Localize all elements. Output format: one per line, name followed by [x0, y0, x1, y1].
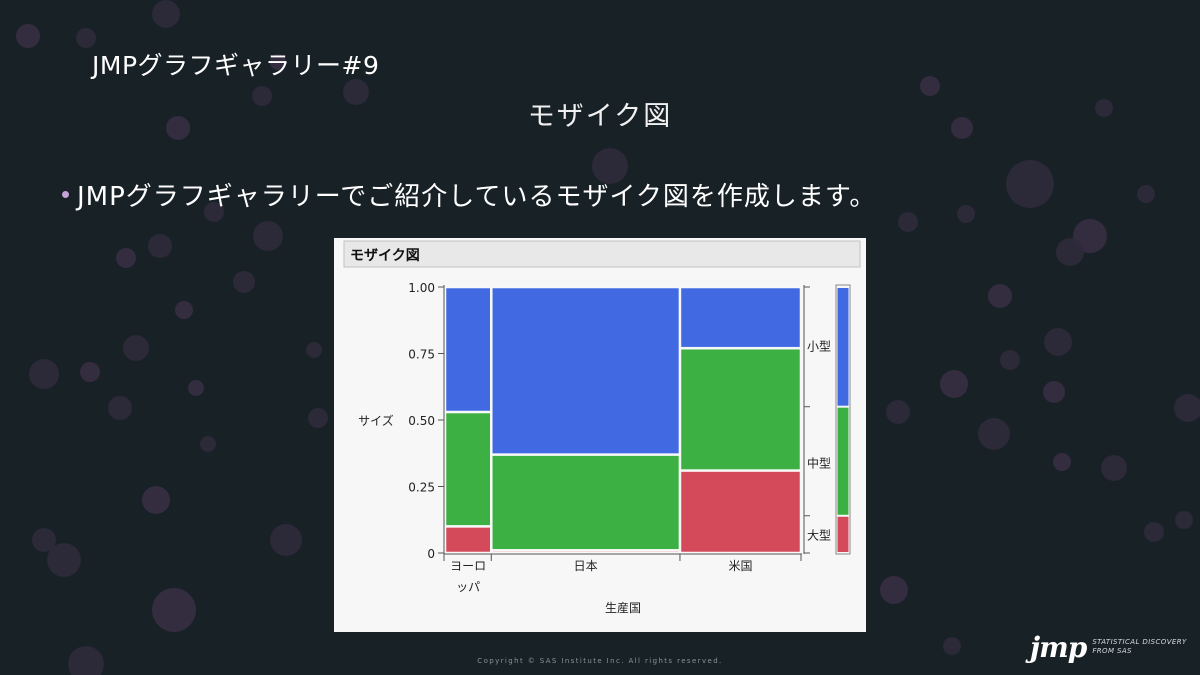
right-axis-label: 中型 [807, 456, 831, 471]
marginal-segment-小型 [837, 288, 849, 406]
bokeh-circle [1044, 328, 1072, 356]
bokeh-circle [200, 436, 216, 452]
x-tick-label: ッパ [456, 580, 480, 594]
slide-title: JMPグラフギャラリー#9 [92, 51, 380, 80]
logo-mark: jmp [1030, 630, 1087, 664]
bokeh-circle [343, 79, 369, 105]
bokeh-circle [957, 205, 975, 223]
x-tick-label: ヨーロ [450, 559, 486, 573]
bokeh-circle [1043, 381, 1065, 403]
bokeh-circle [1174, 394, 1200, 422]
chart-panel: モザイク図 0 0.25 0.50 0.75 1.00 サイズヨーロッパ 日本 米国生産国 小型中… [334, 238, 866, 632]
bokeh-circle [920, 76, 940, 96]
y-tick-label: 1.00 [408, 281, 435, 295]
bokeh-circle [951, 117, 973, 139]
bokeh-circle [16, 24, 40, 48]
bokeh-circle [1056, 238, 1084, 266]
logo-tagline: STATISTICAL DISCOVERY FROM SAS [1092, 638, 1186, 656]
bokeh-circle [880, 576, 908, 604]
bokeh-circle [1101, 455, 1127, 481]
bokeh-circle [32, 528, 56, 552]
y-tick-label: 0.25 [408, 481, 435, 495]
x-tick-label: 日本 [574, 559, 598, 573]
right-axis-label: 小型 [807, 340, 831, 354]
bullet-text: JMPグラフギャラリーでご紹介しているモザイク図を作成します。 [77, 182, 877, 212]
bullet-item: JMPグラフギャラリーでご紹介しているモザイク図を作成します。 [62, 176, 876, 213]
bokeh-circle [152, 588, 196, 632]
marginal-bar-frame [835, 284, 851, 555]
mosaic-tile-大型-日本 [492, 551, 680, 553]
bokeh-circle [47, 543, 81, 577]
mosaic-tile-中型-ヨーロッパ [445, 412, 491, 526]
slide-subtitle: モザイク図 [527, 101, 673, 132]
bokeh-circle [148, 234, 172, 258]
y-axis-title: サイズ [358, 413, 394, 428]
bokeh-circle [943, 637, 961, 655]
right-axis-label: 大型 [807, 528, 831, 542]
jmp-logo: jmp STATISTICAL DISCOVERY FROM SAS [1030, 630, 1190, 664]
bullet-dot-icon [62, 191, 69, 198]
mosaic-tile-大型-ヨーロッパ [445, 527, 491, 553]
bokeh-circle [1095, 99, 1113, 117]
bokeh-circle [1053, 453, 1071, 471]
y-tick-label: 0.75 [408, 348, 435, 362]
marginal-segment-大型 [837, 516, 849, 552]
mosaic-tile-小型-米国 [680, 287, 801, 348]
mosaic-tile-小型-日本 [492, 287, 680, 454]
logo-tagline-2: FROM SAS [1092, 647, 1132, 655]
bokeh-circle [988, 284, 1012, 308]
bokeh-circle [270, 54, 286, 70]
y-tick-label: 0.50 [408, 414, 435, 428]
bokeh-circle [1144, 522, 1164, 542]
bokeh-circle [108, 396, 132, 420]
bokeh-circle [592, 148, 628, 184]
bokeh-circle [253, 221, 283, 251]
bokeh-circle [166, 116, 190, 140]
bokeh-circle [308, 408, 328, 428]
x-axis-title: 生産国 [605, 600, 641, 615]
bokeh-circle [68, 646, 104, 675]
bokeh-circle [29, 359, 59, 389]
bokeh-circle [76, 28, 96, 48]
chart-title-bar [343, 240, 861, 268]
bokeh-circle [252, 86, 272, 106]
mosaic-tile-中型-米国 [680, 348, 801, 470]
marginal-segment-中型 [837, 407, 849, 515]
bokeh-circle [898, 212, 918, 232]
bokeh-circle [123, 335, 149, 361]
bokeh-circle [204, 202, 224, 222]
x-tick-label: 米国 [728, 559, 752, 573]
bokeh-circle [1137, 185, 1155, 203]
bokeh-circle [886, 400, 910, 424]
bokeh-circle [1175, 511, 1193, 529]
bokeh-circle [116, 248, 136, 268]
mosaic-tile-小型-ヨーロッパ [445, 287, 491, 412]
bokeh-circle [188, 380, 204, 396]
bokeh-circle [175, 301, 193, 319]
bokeh-circle [233, 271, 255, 293]
mosaic-tile-中型-日本 [492, 455, 680, 550]
bokeh-circle [80, 362, 100, 382]
copyright-text: Copyright © SAS Institute Inc. All right… [477, 657, 723, 665]
bokeh-circle [1006, 160, 1054, 208]
bokeh-circle [306, 342, 322, 358]
chart-title: モザイク図 [350, 248, 420, 264]
bokeh-circle [270, 524, 302, 556]
bokeh-circle [142, 486, 170, 514]
mosaic-tile-大型-米国 [680, 471, 801, 553]
bokeh-circle [152, 0, 180, 28]
logo-tagline-1: STATISTICAL DISCOVERY [1092, 638, 1187, 646]
bokeh-circle [940, 370, 968, 398]
y-tick-label: 0 [427, 547, 435, 561]
bokeh-circle [1000, 350, 1020, 370]
bokeh-circle [978, 418, 1010, 450]
